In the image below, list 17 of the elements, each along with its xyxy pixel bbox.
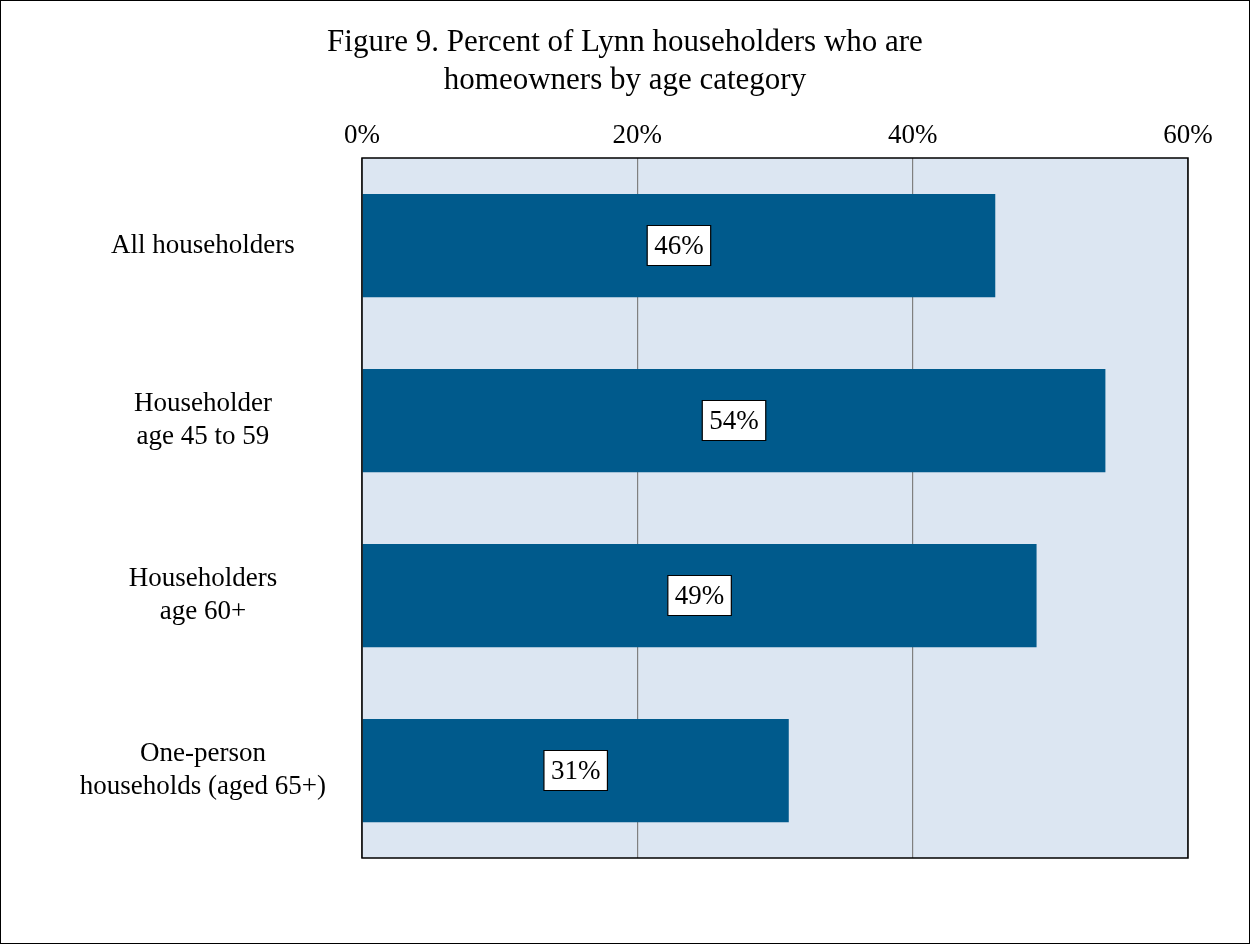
y-tick-label: All householders [111,228,295,259]
y-tick-label: One-person households (aged 65+) [79,737,327,800]
y-tick-label: Householder age 45 to 59 [133,387,272,450]
x-tick-label: 40% [887,118,938,149]
data-label: 31% [550,754,601,785]
bar [362,193,996,298]
data-label: 49% [674,579,725,610]
y-tick-label: Householders age 60+ [128,562,278,625]
bar [362,718,789,823]
x-tick-label: 0% [344,118,380,149]
x-tick-label: 20% [612,118,663,149]
chart-title: Figure 9. Percent of Lynn householders who are homeowners by age category [326,22,924,98]
bar [362,368,1106,473]
data-label: 54% [709,404,759,435]
x-tick-label: 60% [1163,118,1213,149]
bar [362,543,1037,648]
data-label: 46% [654,229,704,260]
